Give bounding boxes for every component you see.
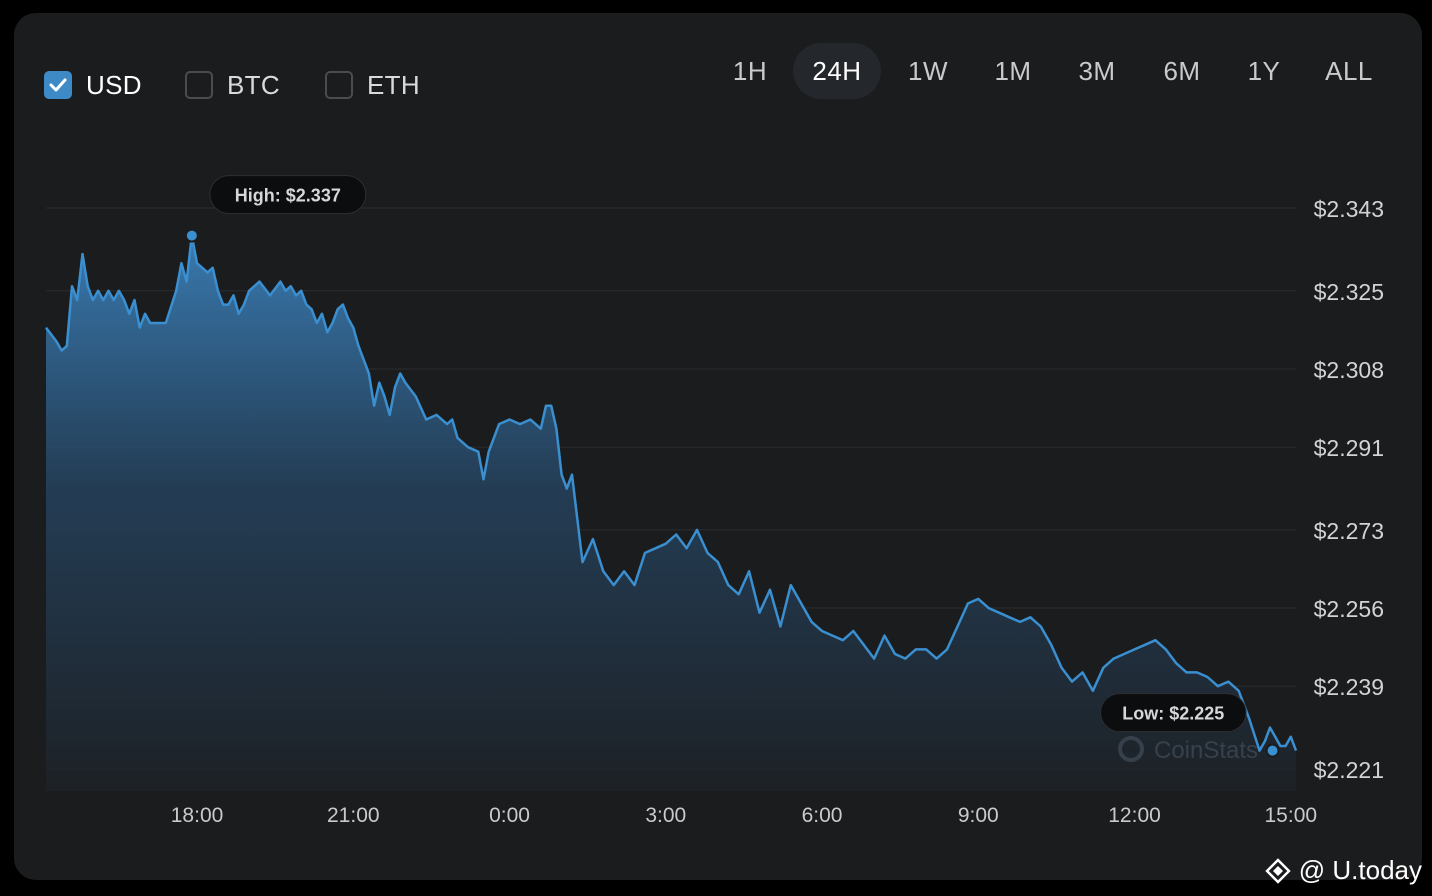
high-point <box>184 228 199 243</box>
price-line <box>45 234 1298 752</box>
eth-checkbox[interactable] <box>325 71 353 99</box>
currency-toggle-usd[interactable]: USD <box>44 57 142 113</box>
x-tick-label: 21:00 <box>327 804 380 827</box>
coinstats-brand-text: CoinStats <box>1154 737 1258 764</box>
range-button-all[interactable]: ALL <box>1325 55 1373 86</box>
x-tick-label: 6:00 <box>802 804 843 827</box>
source-text: @ U.today <box>1298 855 1422 885</box>
usd-label: USD <box>86 69 142 100</box>
y-tick-label: $2.325 <box>1314 279 1384 305</box>
x-tick-label: 3:00 <box>645 804 686 827</box>
diamond-logo-icon <box>1265 857 1291 884</box>
low-callout <box>1100 693 1247 733</box>
btc-checkbox[interactable] <box>185 71 213 99</box>
coinstats-logo-icon <box>1118 736 1144 762</box>
eth-label: ETH <box>367 69 420 100</box>
y-tick-label: $2.291 <box>1314 435 1384 461</box>
y-axis-ticks: $2.343 $2.325 $2.308 $2.291 $2.273 $2.256 $2.2… <box>1314 196 1384 783</box>
currency-toggle-eth[interactable]: ETH <box>325 57 420 113</box>
x-tick-label: 12:00 <box>1108 804 1161 827</box>
x-tick-label: 9:00 <box>958 804 999 827</box>
range-button-6m[interactable]: 6M <box>1163 55 1201 86</box>
chart-brand-watermark: CoinStats <box>1118 736 1258 764</box>
high-low-markers: High: $2.337 Low: $2.225 <box>184 175 1280 758</box>
source-watermark: @ U.today <box>1265 855 1422 886</box>
range-button-24h[interactable]: 24H <box>793 43 881 99</box>
checkmark-icon <box>49 78 67 92</box>
range-button-1y[interactable]: 1Y <box>1247 55 1281 86</box>
range-button-3m[interactable]: 3M <box>1078 55 1116 86</box>
usd-checkbox[interactable] <box>44 71 72 99</box>
price-chart-card: USD BTC ETH 1H 24H 1W 1M 3M 6M 1Y ALL Co… <box>14 13 1422 880</box>
x-tick-label: 15:00 <box>1265 804 1318 827</box>
range-button-1h[interactable]: 1H <box>732 55 768 86</box>
y-tick-label: $2.308 <box>1314 357 1384 383</box>
y-tick-label: $2.256 <box>1314 596 1384 622</box>
low-callout-text: Low: $2.225 <box>1122 704 1224 724</box>
y-tick-label: $2.343 <box>1314 196 1384 222</box>
price-area <box>46 235 1296 792</box>
x-tick-label: 18:00 <box>171 804 224 827</box>
high-callout-text: High: $2.337 <box>235 186 341 206</box>
low-point <box>1265 743 1280 758</box>
y-tick-label: $2.273 <box>1314 518 1384 544</box>
range-button-1w[interactable]: 1W <box>908 55 948 86</box>
y-tick-label: $2.221 <box>1314 757 1384 783</box>
y-tick-label: $2.239 <box>1314 674 1384 700</box>
currency-toggle-btc[interactable]: BTC <box>185 57 280 113</box>
high-callout <box>209 175 367 215</box>
x-tick-label: 0:00 <box>489 804 530 827</box>
btc-label: BTC <box>227 69 280 100</box>
range-button-1m[interactable]: 1M <box>994 55 1032 86</box>
price-chart[interactable]: CoinStats $2.343 $2.325 $2.308 $2.291 $2.273… <box>14 13 1422 880</box>
x-axis-ticks: 18:00 21:00 0:00 3:00 6:00 9:00 12:00 15:00 <box>171 804 1317 827</box>
